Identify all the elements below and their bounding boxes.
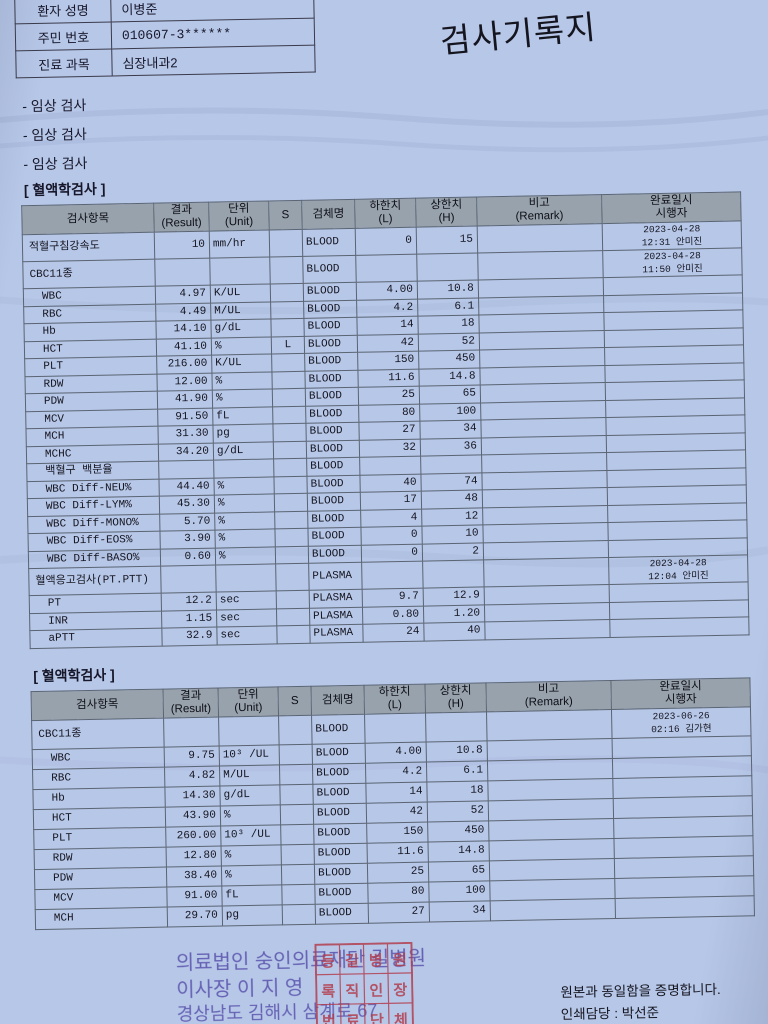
svg-text:길: 길	[345, 953, 359, 970]
svg-text:료: 료	[346, 1013, 360, 1024]
svg-text:번: 번	[322, 1013, 336, 1024]
svg-text:병: 병	[369, 952, 383, 969]
svg-text:장: 장	[393, 981, 407, 999]
svg-text:록: 록	[321, 983, 335, 1000]
svg-text:체: 체	[394, 1012, 408, 1024]
svg-text:인: 인	[369, 981, 383, 999]
svg-text:단: 단	[370, 1012, 384, 1024]
svg-text:직: 직	[345, 982, 359, 1000]
svg-text:등: 등	[321, 953, 335, 970]
svg-text:원: 원	[393, 952, 407, 969]
